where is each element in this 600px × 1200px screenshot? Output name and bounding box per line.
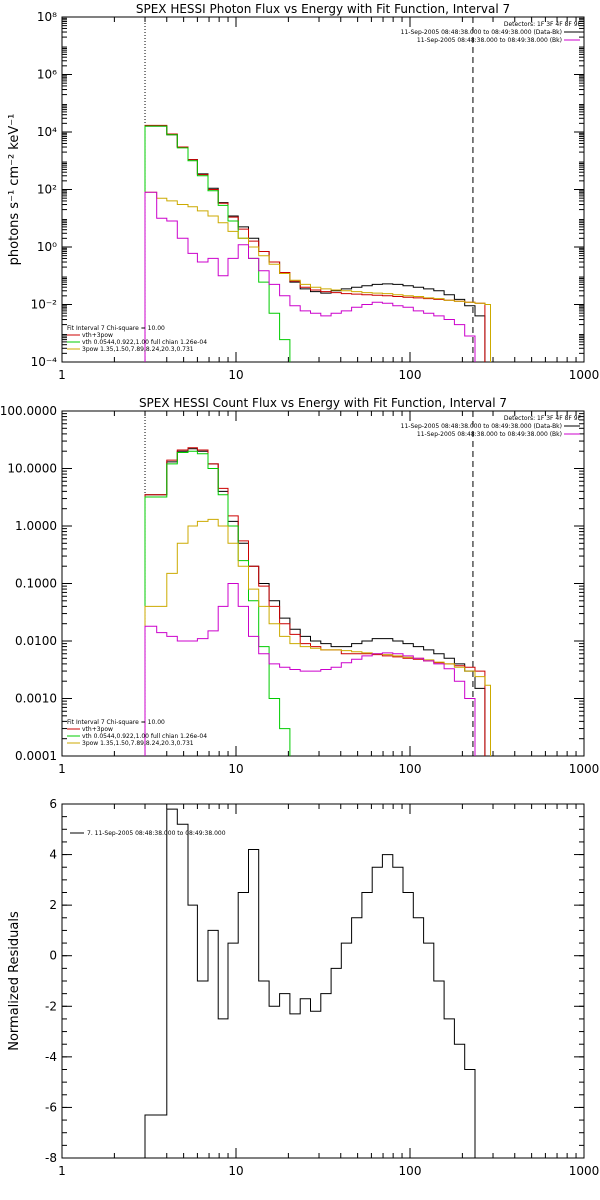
y-tick-label: -8: [45, 1151, 57, 1165]
y-tick-label: -6: [45, 1100, 57, 1114]
x-tick-label: 10: [228, 368, 243, 382]
x-tick-label: 100: [399, 762, 422, 776]
legend-entry-text: 11-Sep-2005 08:48:38.000 to 08:49:38.000…: [401, 423, 562, 430]
x-tick-label: 1: [58, 368, 66, 382]
x-tick-label: 1000: [569, 1164, 600, 1178]
series-1-line: [144, 124, 486, 362]
x-tick-label: 100: [399, 368, 422, 382]
series-0-line: [144, 448, 486, 756]
series-3-line: [144, 191, 491, 362]
fit-legend-entry: 3pow 1.35,1.50,7.89,8.24,20.3,0.731: [82, 740, 194, 747]
y-tick-label: -2: [45, 999, 57, 1013]
series-4-line: [144, 583, 476, 756]
fit-legend-entry: vth 0.0544,0.922,1.00 full chian 1.26e-0…: [82, 339, 207, 346]
x-tick-label: 100: [399, 1164, 422, 1178]
y-tick-label: 0.0100: [15, 634, 57, 648]
series-4-line: [144, 191, 476, 362]
legend-entry-text: 11-Sep-2005 08:48:38.000 to 08:49:38.000…: [417, 431, 562, 438]
series-3-line: [144, 518, 491, 756]
y-tick-label: 10.0000: [7, 462, 57, 476]
y-axis-label: Normalized Residuals: [7, 911, 22, 1051]
y-tick-label: 10⁻²: [31, 298, 58, 312]
chart-title: SPEX HESSI Photon Flux vs Energy with Fi…: [136, 2, 510, 16]
detectors-label: Detectors: 1F 3F 4F 8F 9F: [504, 415, 582, 422]
y-tick-label: -4: [45, 1050, 57, 1064]
residuals-panel: Normalized Residuals 1 10 100 1000 -8 -6 -4 -2 0 2…: [7, 797, 599, 1178]
fit-legend-header: Fit Interval 7 Chi-square = 10.00: [67, 325, 165, 332]
fit-legend-entry: vth 0.0544,0.922,1.00 full chian 1.26e-0…: [82, 733, 207, 740]
y-tick-label: 6: [49, 797, 57, 811]
legend-entry-text: 11-Sep-2005 08:48:38.000 to 08:49:38.000…: [401, 29, 562, 36]
fit-legend-entry: vth+3pow: [82, 726, 113, 733]
y-tick-label: 10⁶: [37, 68, 57, 82]
y-tick-label: 0.0001: [15, 749, 57, 763]
legend-entry-text: 11-Sep-2005 08:48:38.000 to 08:49:38.000…: [417, 37, 562, 44]
series-0-line: [144, 125, 486, 362]
residuals-legend-entry: 7. 11-Sep-2005 08:48:38.000 to 08:49:38.…: [87, 830, 226, 837]
plot-frame: [61, 410, 585, 757]
x-tick-label: 1: [58, 762, 66, 776]
plot-frame: [61, 16, 585, 363]
count-flux-panel: SPEX HESSI Count Flux vs Energy with Fit…: [0, 396, 599, 776]
series-0-line: [144, 808, 486, 1158]
series-2-line: [144, 125, 291, 362]
y-tick-label: 10⁴: [37, 125, 57, 139]
x-tick-label: 10: [228, 762, 243, 776]
chart-title: SPEX HESSI Count Flux vs Energy with Fit…: [139, 396, 507, 410]
series-2-line: [144, 450, 291, 756]
fit-legend-header: Fit Interval 7 Chi-square = 10.00: [67, 719, 165, 726]
y-tick-label: 0: [49, 949, 57, 963]
series-1-line: [144, 447, 486, 756]
x-tick-label: 1000: [569, 368, 600, 382]
plot-frame: [61, 803, 585, 1159]
x-tick-label: 1000: [569, 762, 600, 776]
y-tick-label: 100.0000: [0, 404, 57, 418]
y-tick-label: 10⁰: [37, 240, 57, 254]
y-tick-label: 10⁻⁴: [31, 355, 58, 369]
photon-flux-panel: SPEX HESSI Photon Flux vs Energy with Fi…: [7, 2, 599, 382]
detectors-label: Detectors: 1F 3F 4F 8F 9F: [504, 21, 582, 28]
x-tick-label: 10: [228, 1164, 243, 1178]
y-tick-label: 0.0010: [15, 692, 57, 706]
fit-legend-entry: vth+3pow: [82, 332, 113, 339]
y-tick-label: 10⁸: [37, 10, 57, 24]
y-tick-label: 4: [49, 848, 57, 862]
y-tick-label: 2: [49, 898, 57, 912]
y-tick-label: 0.1000: [15, 577, 57, 591]
x-tick-label: 1: [58, 1164, 66, 1178]
y-tick-label: 1.0000: [15, 519, 57, 533]
fit-legend-entry: 3pow 1.35,1.50,7.89,8.24,20.3,0.731: [82, 346, 194, 353]
y-axis-label: photons s⁻¹ cm⁻² keV⁻¹: [7, 114, 22, 266]
y-tick-label: 10²: [37, 183, 57, 197]
